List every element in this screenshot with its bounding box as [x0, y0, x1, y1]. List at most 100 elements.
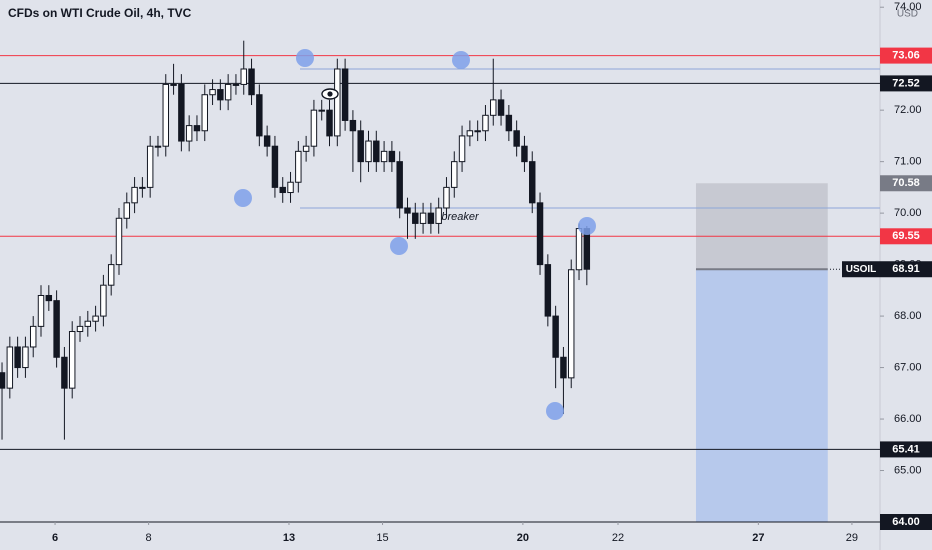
candle-body: [505, 114, 513, 132]
x-tick-label: 27: [752, 532, 764, 544]
candle-body: [224, 83, 232, 101]
candle-body: [123, 202, 131, 219]
candle-body: [451, 161, 458, 188]
candle-body: [131, 186, 138, 204]
eye-icon: [321, 88, 339, 100]
candle-body: [209, 89, 216, 96]
x-tick-label: 8: [146, 532, 152, 544]
candle-body: [513, 130, 520, 147]
candle-body: [544, 264, 552, 317]
candle-body: [178, 83, 185, 142]
candle-body: [334, 68, 341, 137]
price-level-label: 65.41: [892, 443, 920, 455]
candle-body: [139, 186, 146, 189]
price-level-label: 64.00: [892, 516, 920, 528]
candle-body: [560, 356, 567, 379]
background-layer: [0, 55, 880, 523]
candle-body: [240, 68, 247, 85]
drawings-layer: breaker: [234, 49, 596, 420]
marker-dot: [578, 217, 596, 235]
candle-body: [575, 228, 583, 271]
candle-body: [443, 186, 450, 209]
y-tick-label: 68.00: [894, 310, 922, 322]
x-tick-label: 6: [52, 532, 58, 544]
candle-body: [388, 150, 396, 163]
symbol-tag: [842, 261, 880, 278]
candle-body: [22, 346, 29, 369]
position-tag: [880, 175, 932, 192]
candle-body: [404, 207, 411, 214]
candle-body: [185, 125, 193, 142]
candle-body: [458, 135, 466, 163]
candle-body: [435, 207, 442, 224]
marker-dot: [390, 237, 408, 255]
position-risk-zone: [695, 269, 828, 522]
last-price-label: 68.91: [892, 263, 920, 275]
y-tick-label: 72.00: [894, 104, 922, 116]
candle-body: [29, 325, 37, 348]
candle-body: [76, 325, 84, 333]
axis-layer: 65.0066.0067.0068.0069.0070.0071.0072.00…: [52, 1, 932, 544]
candle-body: [115, 217, 123, 266]
y-tick-label: 71.00: [894, 156, 922, 168]
candle-body: [14, 346, 21, 369]
candle-body: [61, 356, 68, 389]
marker-dot: [296, 49, 314, 67]
candle-body: [170, 83, 177, 86]
chart-title: CFDs on WTI Crude Oil, 4h, TVC: [8, 6, 192, 20]
candle-body: [279, 186, 286, 194]
candle-body: [310, 109, 318, 147]
candle-body: [318, 109, 325, 112]
candle-body: [287, 181, 294, 194]
candle-body: [146, 145, 154, 188]
candle-body: [482, 114, 489, 132]
x-tick-label: 13: [283, 532, 295, 544]
candle-body: [53, 300, 60, 358]
annotation-text: breaker: [441, 211, 480, 223]
candle-body: [567, 269, 575, 379]
candle-body: [154, 145, 162, 148]
candle-body: [37, 294, 45, 327]
marker-dot: [546, 402, 564, 420]
price-level-tag: [880, 441, 932, 458]
candle-body: [521, 145, 528, 163]
price-level-label: 73.06: [892, 50, 920, 62]
price-level-label: 69.55: [892, 230, 920, 242]
symbol-label: USOIL: [846, 264, 877, 275]
y-tick-label: 74.00: [894, 1, 922, 13]
candle-body: [474, 130, 481, 133]
candle-body: [45, 294, 53, 302]
candle-body: [552, 315, 559, 358]
candle-body: [536, 202, 544, 266]
x-tick-label: 20: [517, 532, 529, 544]
candle-body: [0, 372, 6, 389]
candle-body: [107, 264, 115, 286]
candle-body: [341, 68, 349, 121]
candle-body: [232, 83, 240, 86]
candle-body: [271, 145, 279, 188]
candle-body: [263, 135, 271, 147]
candle-body: [256, 94, 263, 137]
price-level-tag: [880, 75, 932, 92]
price-level-tag: [880, 514, 932, 530]
candle-body: [217, 89, 224, 101]
y-tick-label: 67.00: [894, 361, 922, 373]
marker-dot: [452, 51, 470, 69]
candle-body: [373, 140, 380, 163]
candles-layer: [0, 40, 591, 440]
marker-dot: [234, 189, 252, 207]
candle-body: [497, 99, 505, 116]
x-tick-label: 29: [846, 532, 858, 544]
price-level-tag: [880, 47, 932, 64]
candle-body: [248, 68, 255, 96]
candle-body: [419, 212, 427, 224]
candle-body: [412, 212, 419, 224]
candle-body: [100, 284, 107, 317]
candle-body: [357, 130, 364, 163]
candle-body: [529, 161, 536, 204]
currency-label: USD: [897, 9, 918, 20]
y-tick-label: 65.00: [894, 464, 922, 476]
candle-body: [68, 331, 76, 389]
